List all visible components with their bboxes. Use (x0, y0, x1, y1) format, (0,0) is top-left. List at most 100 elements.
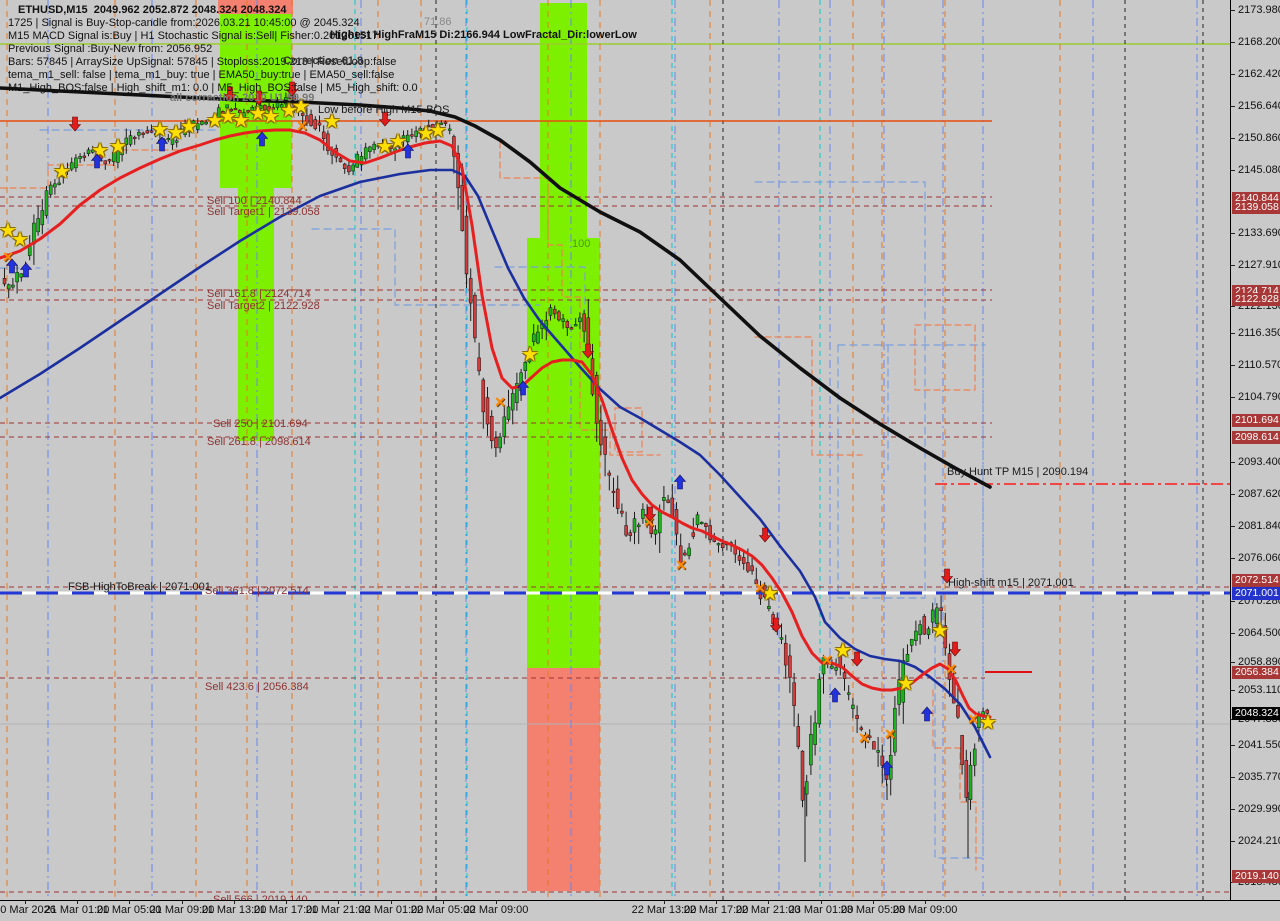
price-tick-mark (1231, 690, 1235, 691)
time-tick-label: 21 Mar 13:00 (201, 904, 267, 916)
price-level-badge: 2048.324 (1232, 707, 1280, 720)
price-tick-label: 2076.060 (1238, 552, 1280, 564)
price-tick-label: 2133.690 (1238, 227, 1280, 239)
price-tick-mark (1231, 526, 1235, 527)
time-tick-label: 22 Mar 17:00 (683, 904, 749, 916)
chart-title-ohlc: ETHUSD,M15 2049.962 2052.872 2048.324 20… (18, 4, 287, 16)
time-tick-mark (286, 901, 287, 904)
sell-100-label: Sell 100 | 2140.844 (207, 195, 302, 207)
time-tick-mark (925, 901, 926, 904)
signal-x-icon: × (884, 724, 896, 744)
signal-x-icon: × (945, 659, 957, 679)
signal-x-icon: × (296, 116, 308, 136)
signal-star-icon: ★ (167, 122, 185, 144)
buy-arrow-icon (155, 136, 169, 156)
time-tick-label: 21 Mar 09:00 (149, 904, 215, 916)
price-tick-mark (1231, 306, 1235, 307)
signal-star-icon: ★ (206, 110, 224, 132)
buy-arrow-icon (516, 380, 530, 400)
buy-arrow-icon (880, 760, 894, 780)
correction-overlay-text: Correction 61.8 (283, 55, 364, 67)
low-before-high-label: Low before High M15-BOS (318, 104, 450, 116)
signal-x-icon: × (821, 650, 833, 670)
sell-arrow-icon (68, 116, 82, 136)
signal-star-icon: ★ (232, 110, 250, 132)
buy-arrow-icon (5, 258, 19, 278)
buy-arrow-icon (401, 143, 415, 163)
price-tick-mark (1231, 841, 1235, 842)
bars-stoploss-line: Bars: 57845 | ArraySize UpSignal: 57845 … (8, 56, 397, 68)
price-tick-mark (1231, 558, 1235, 559)
price-tick-mark (1231, 365, 1235, 366)
signal-x-icon: × (643, 512, 655, 532)
price-tick-label: 2110.570 (1238, 359, 1280, 371)
signal-line: 1725 | Signal is Buy-Stop-candle from:20… (8, 17, 360, 29)
time-tick-mark (664, 901, 665, 904)
price-tick-label: 2156.640 (1238, 100, 1280, 112)
signal-star-icon: ★ (280, 100, 298, 122)
buy-arrow-icon (828, 687, 842, 707)
time-tick-label: 21 Mar 21:00 (305, 904, 371, 916)
price-tick-label: 2127.910 (1238, 259, 1280, 271)
price-tick-mark (1231, 333, 1235, 334)
price-tick-label: 2162.420 (1238, 68, 1280, 80)
price-tick-label: 2087.620 (1238, 488, 1280, 500)
price-tick-mark (1231, 74, 1235, 75)
fractal-overlay-text: Highest HighFraM15 Di:2166.944 LowFracta… (330, 29, 637, 41)
gray-number-overlay: 71.86 (424, 16, 452, 28)
time-tick-label: 22 Mar 13:00 (631, 904, 697, 916)
time-tick-label: 22 Mar 01:00 (358, 904, 424, 916)
time-tick-mark (129, 901, 130, 904)
price-tick-label: 2104.790 (1238, 391, 1280, 403)
signal-x-icon: × (2, 247, 14, 267)
sell-arrow-icon (285, 81, 299, 101)
signal-star-icon: ★ (262, 106, 280, 128)
chart-canvas[interactable]: ETHUSD,M15 2049.962 2052.872 2048.324 20… (0, 0, 1230, 900)
price-tick-mark (1231, 494, 1235, 495)
time-tick-mark (182, 901, 183, 904)
time-tick-mark (821, 901, 822, 904)
signal-star-icon: ★ (521, 344, 539, 366)
price-tick-mark (1231, 170, 1235, 171)
price-tick-mark (1231, 233, 1235, 234)
price-tick-label: 2116.350 (1238, 327, 1280, 339)
buy-arrow-icon (90, 153, 104, 173)
time-tick-mark (716, 901, 717, 904)
time-tick-label: 22 Mar 09:00 (463, 904, 529, 916)
price-tick-label: 2081.840 (1238, 520, 1280, 532)
price-tick-mark (1231, 265, 1235, 266)
time-tick-label: 23 Mar 09:00 (892, 904, 958, 916)
time-tick-mark (338, 901, 339, 904)
signal-star-icon: ★ (180, 116, 198, 138)
signal-star-icon: ★ (417, 123, 435, 145)
signal-star-icon: ★ (376, 136, 394, 158)
buy-hunt-tp-label: Buy Hunt TP M15 | 2090.194 (947, 466, 1089, 478)
macd-stochastic-line: M15 MACD Signal is:Buy | H1 Stochastic S… (8, 30, 379, 42)
signal-x-icon: × (967, 709, 979, 729)
buy-arrow-icon (920, 706, 934, 726)
time-tick-label: 21 Mar 05:00 (96, 904, 162, 916)
price-level-badge: 2072.514 (1232, 574, 1280, 587)
signal-x-icon: × (754, 578, 766, 598)
price-tick-mark (1231, 138, 1235, 139)
price-tick-label: 2150.860 (1238, 132, 1280, 144)
price-level-badge: 2101.694 (1232, 414, 1280, 427)
price-tick-mark (1231, 777, 1235, 778)
price-level-badge: 2139.058 (1232, 201, 1280, 214)
price-tick-label: 2058.890 (1238, 656, 1280, 668)
signal-star-icon: ★ (979, 712, 997, 734)
price-tick-label: 2173.980 (1238, 4, 1280, 16)
price-tick-mark (1231, 745, 1235, 746)
tema-ema-line: tema_m1_sell: false | tema_m1_buy: true … (8, 69, 395, 81)
time-tick-mark (496, 901, 497, 904)
time-tick-mark (234, 901, 235, 904)
price-axis[interactable]: 2173.980 2168.200 2162.420 2156.640 2150.860… (1230, 0, 1280, 900)
sell-arrow-icon (252, 90, 266, 110)
time-tick-mark (443, 901, 444, 904)
buy-arrow-icon (673, 474, 687, 494)
time-axis[interactable]: 20 Mar 2026 21 Mar 01:00 21 Mar 05:00 21 Ma… (0, 900, 1280, 921)
price-plot (0, 0, 1230, 900)
signal-star-icon: ★ (292, 96, 310, 118)
sell-arrow-icon (940, 568, 954, 588)
sell-arrow-icon (850, 651, 864, 671)
